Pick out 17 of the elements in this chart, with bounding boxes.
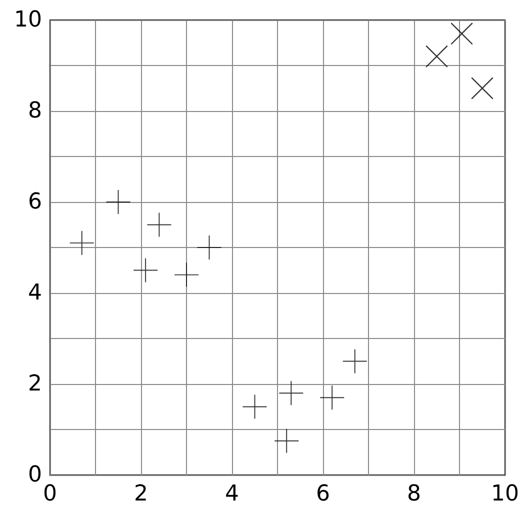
point [320, 386, 344, 410]
y-tick-label: 2 [28, 372, 42, 396]
y-tick-label: 8 [28, 98, 42, 124]
y-tick-label: 10 [14, 8, 42, 32]
y-tick-label: 0 [28, 462, 42, 488]
point [279, 381, 304, 406]
x-tick-label: 6 [316, 482, 330, 506]
y-tick-label: 6 [28, 190, 42, 214]
x-tick-label: 8 [407, 482, 421, 506]
point [70, 230, 94, 255]
point [174, 262, 198, 287]
x-tick-label: 10 [491, 482, 519, 506]
point [274, 428, 299, 453]
point [426, 45, 448, 68]
y-tick-label: 4 [28, 280, 42, 306]
x-tick-label: 4 [225, 482, 239, 506]
x-tick-label: 2 [134, 482, 148, 506]
